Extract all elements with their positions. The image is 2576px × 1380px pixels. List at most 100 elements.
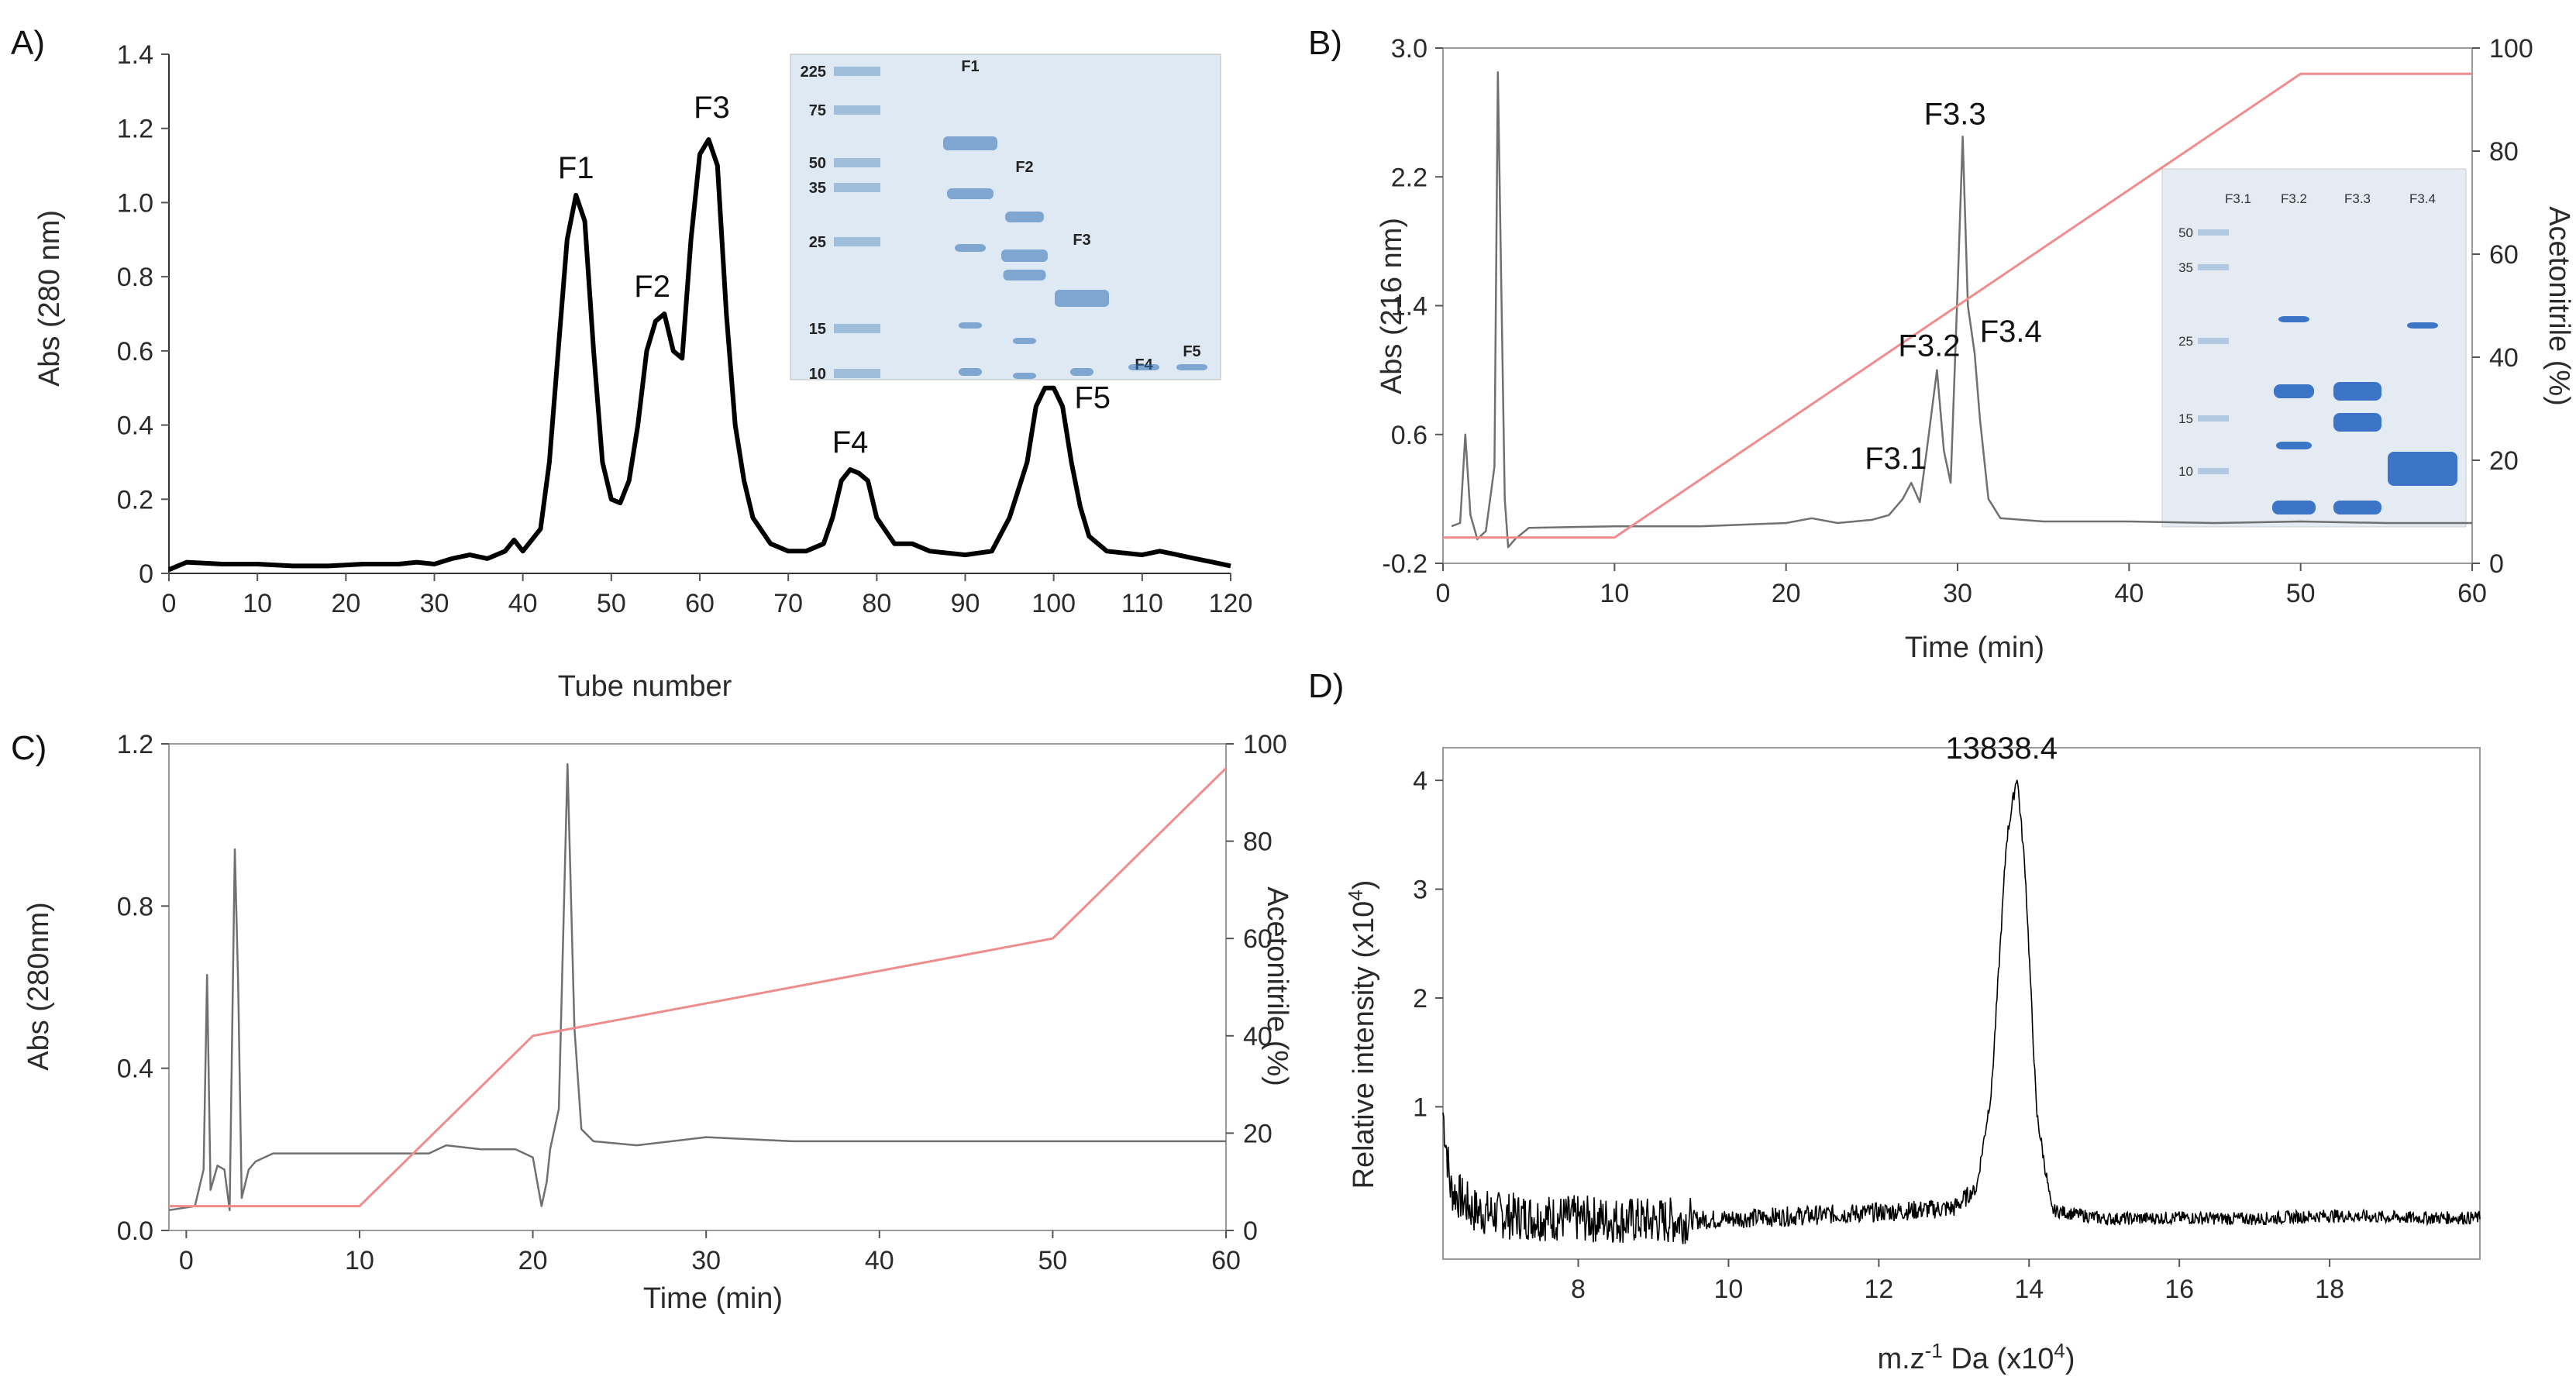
plot-frame [168,743,1227,1231]
peak-label: F3.2 [1898,329,1960,363]
x-tick-label: 20 [331,589,360,618]
peak-label: F3 [694,91,730,125]
gel-band [2333,382,2381,401]
x-tick-label: 0 [179,1246,194,1275]
spectrum-line [1442,779,2481,1244]
x-tick-label: 60 [2457,579,2487,608]
series-line-0 [1451,71,2472,549]
gel-band [1070,368,1093,376]
gel-band [1001,250,1048,262]
y2-tick-label: 60 [1243,924,1273,954]
gel-lane-label: F3.2 [2281,191,2307,206]
panel-b-inset-gel: 50 35 25 15 10 F3.1 F3.2 F3.3 F3.4 [2161,168,2467,528]
x-tick-label: 30 [420,589,449,618]
y-tick-label: 2 [1413,984,1427,1013]
gel-band [943,136,997,150]
panel-b-letter: B) [1308,24,1342,62]
y2-tick-label: 40 [1243,1022,1273,1051]
gel-marker-label: 225 [801,64,826,81]
panel-b-ylabel: Abs (216 nm) [1376,218,1408,394]
gel-band [1003,270,1046,280]
series-line-0 [167,137,1231,572]
y-tick-label: 3 [1413,876,1427,905]
x-tick-label: 60 [1211,1246,1241,1275]
x-tick-label: 70 [773,589,803,618]
gel-lane-label: F1 [961,58,979,75]
y2-tick-label: 40 [2489,343,2519,373]
gel-band [1176,364,1207,370]
series-line-1 [1443,72,2472,539]
x-tick-label: 20 [518,1246,548,1275]
gel-lane-label: F3.1 [2225,191,2251,206]
y2-tick-label: 0 [2489,549,2504,579]
series-line-1 [169,767,1228,1208]
gel-lane-label: F3.3 [2344,191,2371,206]
gel-band [2274,384,2314,398]
panel-b-peak-labels: F3.1 F3.2 F3.3 F3.4 [1865,97,2042,476]
x-tick-label: 20 [1772,579,1801,608]
gel-marker-label: 10 [809,366,826,383]
x-tick-label: 0 [1436,579,1451,608]
x-tick-label: 14 [2014,1275,2044,1304]
gel-band [2278,316,2309,322]
panel-c-letter: C) [11,729,46,767]
gel-lane-label: F3 [1073,232,1090,249]
gel-lane-label: F2 [1015,159,1033,176]
panel-c-ylabel: Abs (280nm) [22,902,55,1071]
gel-band [2272,501,2316,514]
x-tick-label: 40 [508,589,538,618]
panel-c-y2label: Acetonitrile (%) [1261,886,1293,1086]
y2-tick-label: 60 [2489,240,2519,270]
x-tick-label: 18 [2315,1275,2344,1304]
y-tick-label: 1.2 [117,730,153,759]
gel-marker-label: 35 [2178,260,2193,275]
peak-label: F3.3 [1924,97,1986,131]
gel-band [1013,338,1036,344]
y-tick-label: 1 [1413,1093,1427,1122]
y-tick-label: 0 [139,559,153,589]
gel-marker-band [2198,415,2229,422]
y-tick-label: 1.4 [117,40,153,70]
panel-c-series [168,762,1228,1212]
gel-marker-label: 10 [2178,464,2193,479]
peak-label: F1 [558,151,594,185]
x-tick-label: 12 [1864,1275,1893,1304]
gel-marker-band [834,369,880,378]
gel-band [947,188,994,199]
gel-marker-band [834,105,880,115]
panel-d-peak-labels: 13838.4 [1945,731,2058,766]
panel-b: B) 0 10 20 30 40 50 60 -0.2 0.6 1.4 2.2 3.0 0 20 40 60 8… [1308,24,2575,664]
x-tick-label: 0 [162,589,177,618]
panel-b-y2label: Acetonitrile (%) [2543,206,2575,406]
panel-d-series [1442,779,2481,1244]
gel-lane-label: F3.4 [2409,191,2436,206]
gel-band [2333,501,2381,514]
x-tick-label: 16 [2164,1275,2194,1304]
panel-a-xlabel: Tube number [558,670,732,703]
gel-marker-band [2198,264,2229,270]
x-tick-label: 10 [345,1246,374,1275]
x-tick-label: 50 [597,589,626,618]
y-tick-label: 2.2 [1391,163,1427,192]
panel-d-letter: D) [1308,667,1344,705]
x-tick-label: 60 [685,589,715,618]
panel-a-ylabel: Abs (280 nm) [33,210,66,387]
panel-d-xlabel: m.z-1 Da (x104) [1877,1339,2075,1375]
gel-marker-band [834,324,880,333]
panel-b-series [1443,71,2472,549]
y2-tick-label: 80 [1243,828,1273,857]
y-tick-label: -0.2 [1382,549,1427,579]
gel-marker-band [834,183,880,192]
gel-band [1055,290,1109,307]
gel-marker-label: 75 [809,102,826,119]
x-tick-label: 50 [1038,1246,1067,1275]
x-tick-label: 80 [862,589,891,618]
gel-marker-band [834,237,880,246]
panel-a-series [167,137,1231,572]
y2-tick-label: 100 [2489,34,2533,64]
gel-marker-band [834,158,880,167]
gel-marker-label: 15 [809,321,826,338]
x-tick-label: 40 [865,1246,894,1275]
x-tick-label: 10 [243,589,272,618]
